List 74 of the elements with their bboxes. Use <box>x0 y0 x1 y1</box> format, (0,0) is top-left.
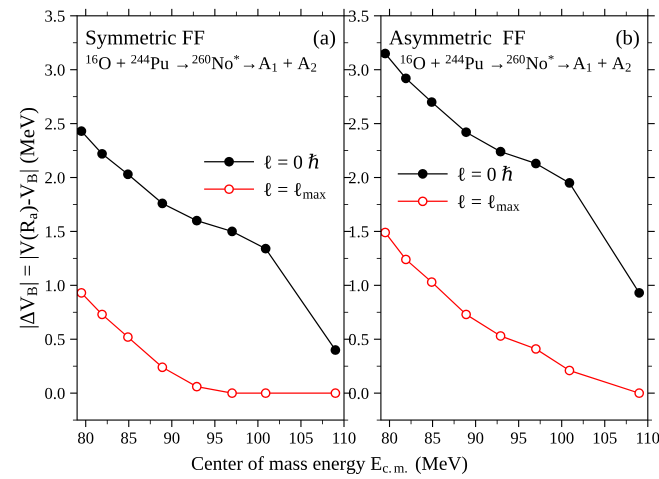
y-tick-label: 1.0 <box>46 280 65 292</box>
point <box>77 288 86 298</box>
x-tick-label: 95 <box>510 432 526 444</box>
point <box>157 362 168 372</box>
x-tick-label: 95 <box>207 432 223 444</box>
y-tick-label: 3.5 <box>349 10 368 22</box>
text: Symmetric FF <box>86 30 204 49</box>
point <box>401 254 411 264</box>
point <box>330 388 340 398</box>
legend-label: ℓ = ℓ$_{max}$ <box>264 182 326 199</box>
point <box>496 146 506 157</box>
point <box>97 310 107 320</box>
point <box>634 388 644 398</box>
point <box>496 331 506 341</box>
y-tick-label: 1.5 <box>350 226 368 238</box>
legend-label: ℓ = 0 ℏ <box>264 154 318 169</box>
x-tick-label: 85 <box>424 432 440 444</box>
x-tick-label: 105 <box>290 432 313 444</box>
annotation: (b) <box>616 30 639 49</box>
x-tick-label: 80 <box>78 432 94 444</box>
point <box>157 198 168 208</box>
x-tick-label: 80 <box>382 432 398 444</box>
point <box>260 388 271 398</box>
x-tick-label: 90 <box>164 432 180 444</box>
y-tick-label: 3.5 <box>45 10 65 22</box>
point <box>123 169 133 180</box>
point <box>531 344 541 354</box>
point <box>192 216 202 226</box>
text: $^{16}$O + $^{244}$Pu →$^{260}$No$^{*}$→A$_{1}$ + A$_{2}$ <box>86 54 316 72</box>
x-tick-label: 110 <box>333 432 356 444</box>
y-tick-label: 0.0 <box>348 388 368 400</box>
y-tick-label: 3.0 <box>45 64 65 76</box>
y-tick-label: 0.0 <box>45 388 65 400</box>
point <box>380 228 390 238</box>
y-tick-label: 1.0 <box>350 280 368 292</box>
y-tick-label: 2.5 <box>45 118 65 130</box>
point <box>227 226 237 236</box>
point <box>426 97 437 107</box>
legend-label: ℓ = ℓ$_{max}$ <box>458 195 520 211</box>
text: $^{16}$O + $^{244}$Pu →$^{260}$No$^{*}$→A$_{1}$ + A$_{2}$ <box>400 54 631 72</box>
x-tick-label: 105 <box>594 432 617 444</box>
point <box>330 345 340 355</box>
y-tick-label: 0.5 <box>348 334 368 346</box>
point <box>401 73 411 84</box>
point <box>461 127 471 138</box>
point <box>192 382 202 392</box>
point <box>634 288 644 298</box>
point <box>564 178 574 188</box>
legend-label: ℓ = 0 ℏ <box>458 166 512 181</box>
y-tick-label: 1.5 <box>46 226 65 238</box>
x-tick-label: 85 <box>121 432 136 444</box>
x-axis-title: Center of mass energy E$_{c.m.}$ (MeV) <box>192 456 468 474</box>
x-tick-label: 100 <box>246 432 270 444</box>
y-tick-label: 3.0 <box>349 64 368 76</box>
point <box>260 244 271 254</box>
point <box>426 277 437 287</box>
point <box>97 148 107 159</box>
y-tick-label: 2.0 <box>45 172 65 184</box>
point <box>531 158 541 168</box>
text: Asymmetric FF <box>389 30 525 49</box>
y-tick-label: 2.5 <box>348 118 368 130</box>
y-tick-label: 2.0 <box>348 172 368 184</box>
point <box>564 366 574 376</box>
x-tick-label: 90 <box>468 432 484 444</box>
y-tick-label: 0.5 <box>45 334 65 346</box>
point <box>77 126 86 136</box>
x-tick-label: 100 <box>550 432 574 444</box>
point <box>123 332 133 342</box>
point <box>227 388 237 398</box>
x-tick-label: 110 <box>637 432 659 444</box>
y-axis-title: |ΔV$_{B}$| = |V(R$_{a}$)-V$_{B}$| (MeV) <box>20 108 39 328</box>
annotation: (a) <box>314 30 336 49</box>
point <box>461 310 471 320</box>
point <box>380 48 390 58</box>
